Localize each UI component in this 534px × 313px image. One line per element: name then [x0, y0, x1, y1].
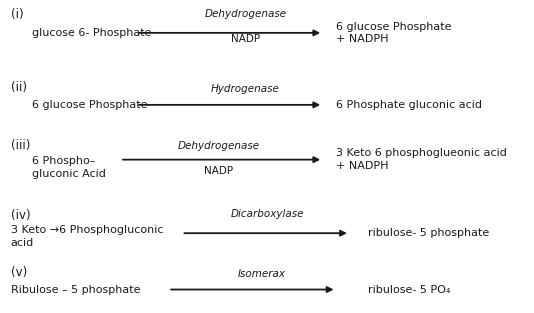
Text: Isomerax: Isomerax: [238, 269, 286, 279]
Text: NADP: NADP: [205, 166, 233, 176]
Text: Hydrogenase: Hydrogenase: [211, 84, 280, 94]
Text: (i): (i): [11, 8, 23, 21]
Text: NADP: NADP: [231, 34, 260, 44]
Text: glucose 6- Phosphate: glucose 6- Phosphate: [32, 28, 152, 38]
Text: 3 Keto 6 phosphoglueonic acid
+ NADPH: 3 Keto 6 phosphoglueonic acid + NADPH: [336, 148, 507, 171]
Text: 3 Keto →6 Phosphogluconic
acid: 3 Keto →6 Phosphogluconic acid: [11, 225, 163, 248]
Text: ribulose- 5 PO₄: ribulose- 5 PO₄: [368, 285, 451, 295]
Text: (iii): (iii): [11, 139, 30, 152]
Text: 6 glucose Phosphate
+ NADPH: 6 glucose Phosphate + NADPH: [336, 22, 452, 44]
Text: ribulose- 5 phosphate: ribulose- 5 phosphate: [368, 228, 490, 238]
Text: 6 Phosphate gluconic acid: 6 Phosphate gluconic acid: [336, 100, 482, 110]
Text: (iv): (iv): [11, 209, 30, 223]
Text: Dicarboxylase: Dicarboxylase: [230, 209, 304, 219]
Text: (v): (v): [11, 266, 27, 279]
Text: Ribulose – 5 phosphate: Ribulose – 5 phosphate: [11, 285, 140, 295]
Text: Dehydrogenase: Dehydrogenase: [178, 141, 260, 151]
Text: 6 glucose Phosphate: 6 glucose Phosphate: [32, 100, 147, 110]
Text: 6 Phospho–
gluconic Acid: 6 Phospho– gluconic Acid: [32, 156, 106, 179]
Text: (ii): (ii): [11, 81, 27, 94]
Text: Dehydrogenase: Dehydrogenase: [205, 9, 287, 19]
